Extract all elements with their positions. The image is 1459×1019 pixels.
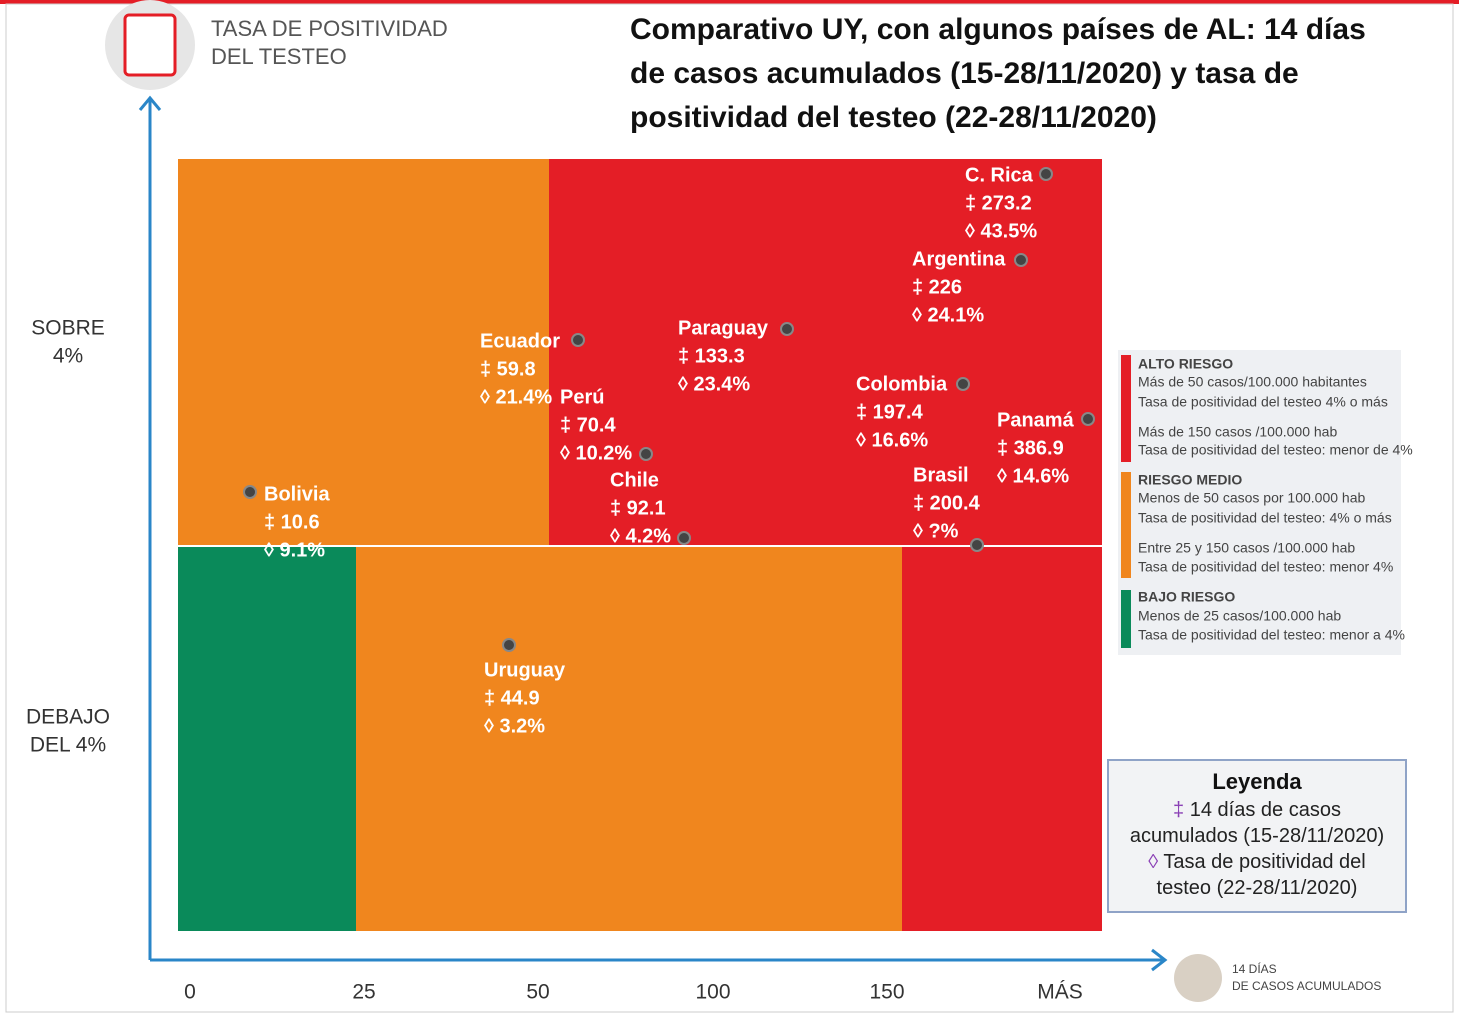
country-name: Argentina: [912, 248, 1006, 270]
legend-swatch: [1121, 472, 1131, 578]
key-text: testeo (22-28/11/2020): [1157, 877, 1358, 899]
risk-title: BAJO RIESGO: [1138, 589, 1235, 605]
icon-clipboard: [125, 15, 175, 75]
icon-title: TASA DE POSITIVIDAD: [211, 16, 448, 41]
country-positivity: ◊ 14.6%: [997, 465, 1069, 487]
key-line: ‡ 14 días de casos: [1173, 799, 1341, 821]
icon-title: DEL TESTEO: [211, 44, 347, 69]
country-name: Chile: [610, 469, 659, 491]
risk-title: RIESGO MEDIO: [1138, 472, 1242, 488]
country-dot: [971, 539, 983, 551]
key-title: Leyenda: [1212, 769, 1302, 794]
country-name: Perú: [560, 386, 604, 408]
key-line: testeo (22-28/11/2020): [1157, 877, 1358, 899]
x-label: MÁS: [1037, 981, 1083, 1004]
country-positivity: ◊ 10.2%: [560, 442, 632, 464]
country-cases: ‡ 133.3: [678, 345, 745, 367]
x-label: 150: [869, 981, 904, 1004]
x-icon: [1174, 954, 1222, 1002]
top-bar: [0, 0, 1459, 4]
risk-line: Tasa de positividad del testeo: menor 4%: [1138, 559, 1393, 575]
x-label: 25: [352, 981, 375, 1004]
x-label: 100: [695, 981, 730, 1004]
risk-line: Más de 150 casos /100.000 hab: [1138, 424, 1337, 440]
risk-title: ALTO RIESGO: [1138, 356, 1233, 372]
zone-medium: [356, 546, 902, 931]
zone-high: [902, 546, 1102, 931]
country-cases: ‡ 226: [912, 276, 962, 298]
title: Comparativo UY, con algunos países de AL…: [630, 13, 1366, 46]
country-name: C. Rica: [965, 164, 1034, 186]
title: de casos acumulados (15-28/11/2020) y ta…: [630, 57, 1299, 90]
country-cases: ‡ 10.6: [264, 511, 320, 533]
y-label: 4%: [53, 345, 83, 368]
infographic: TASA DE POSITIVIDAD DEL TESTEO Comparativo…: [0, 0, 1459, 1014]
country-positivity: ◊ 9.1%: [264, 539, 325, 561]
key-symbol: ◊: [1148, 851, 1158, 873]
country-name: Bolivia: [264, 483, 330, 505]
risk-line: Tasa de positividad del testeo 4% o más: [1138, 394, 1388, 410]
country-positivity: ◊ 24.1%: [912, 304, 984, 326]
risk-line: Entre 25 y 150 casos /100.000 hab: [1138, 540, 1355, 556]
country-positivity: ◊ ?%: [913, 520, 959, 542]
y-label: DEL 4%: [30, 734, 106, 757]
country-cases: ‡ 59.8: [480, 358, 536, 380]
country-dot: [244, 486, 256, 498]
country-name: Paraguay: [678, 317, 769, 339]
key-text: 14 días de casos: [1190, 799, 1341, 821]
country-cases: ‡ 273.2: [965, 192, 1032, 214]
country-cases: ‡ 92.1: [610, 497, 666, 519]
country-cases: ‡ 197.4: [856, 401, 924, 423]
country-dot: [1040, 168, 1052, 180]
x-axis-title: 14 DÍAS: [1232, 961, 1277, 976]
country-name: Panamá: [997, 409, 1075, 431]
y-label: DEBAJO: [26, 706, 110, 729]
country-positivity: ◊ 3.2%: [484, 715, 545, 737]
country-name: Uruguay: [484, 659, 566, 681]
key-line: acumulados (15-28/11/2020): [1130, 825, 1384, 847]
country-dot: [572, 334, 584, 346]
country-positivity: ◊ 4.2%: [610, 525, 671, 547]
key-text: acumulados (15-28/11/2020): [1130, 825, 1384, 847]
x-label: 0: [184, 981, 196, 1004]
zone-low: [178, 546, 356, 931]
country-cases: ‡ 70.4: [560, 414, 616, 436]
country-positivity: ◊ 23.4%: [678, 373, 750, 395]
page: {"header":{"icon_title":["TASA DE POSITI…: [0, 0, 1459, 1014]
country-dot: [1082, 413, 1094, 425]
risk-line: Tasa de positividad del testeo: 4% o más: [1138, 510, 1392, 526]
key-text: Tasa de positividad del: [1163, 851, 1365, 873]
country-cases: ‡ 386.9: [997, 437, 1064, 459]
country-positivity: ◊ 21.4%: [480, 386, 552, 408]
country-dot: [957, 378, 969, 390]
y-label: SOBRE: [31, 317, 105, 340]
key-symbol: ‡: [1173, 799, 1184, 821]
zone-medium: [178, 159, 549, 546]
risk-line: Menos de 50 casos por 100.000 hab: [1138, 490, 1365, 506]
risk-line: Más de 50 casos/100.000 habitantes: [1138, 374, 1367, 390]
legend-swatch: [1121, 590, 1131, 648]
title: positividad del testeo (22-28/11/2020): [630, 101, 1157, 134]
country-cases: ‡ 200.4: [913, 492, 981, 514]
country-name: Ecuador: [480, 330, 560, 352]
country-name: Colombia: [856, 373, 948, 395]
country-dot: [678, 532, 690, 544]
key-line: ◊ Tasa de positividad del: [1148, 851, 1365, 873]
country-dot: [640, 448, 652, 460]
country-dot: [503, 639, 515, 651]
risk-line: Tasa de positividad del testeo: menor de…: [1138, 442, 1413, 458]
risk-line: Tasa de positividad del testeo: menor a …: [1138, 627, 1405, 643]
country-cases: ‡ 44.9: [484, 687, 540, 709]
x-axis-title: DE CASOS ACUMULADOS: [1232, 979, 1381, 993]
legend-swatch: [1121, 355, 1131, 462]
country-dot: [781, 323, 793, 335]
risk-line: Menos de 25 casos/100.000 hab: [1138, 608, 1341, 624]
x-label: 50: [526, 981, 549, 1004]
country-dot: [1015, 254, 1027, 266]
country-name: Brasil: [913, 464, 969, 486]
country-positivity: ◊ 43.5%: [965, 220, 1037, 242]
country-positivity: ◊ 16.6%: [856, 429, 928, 451]
